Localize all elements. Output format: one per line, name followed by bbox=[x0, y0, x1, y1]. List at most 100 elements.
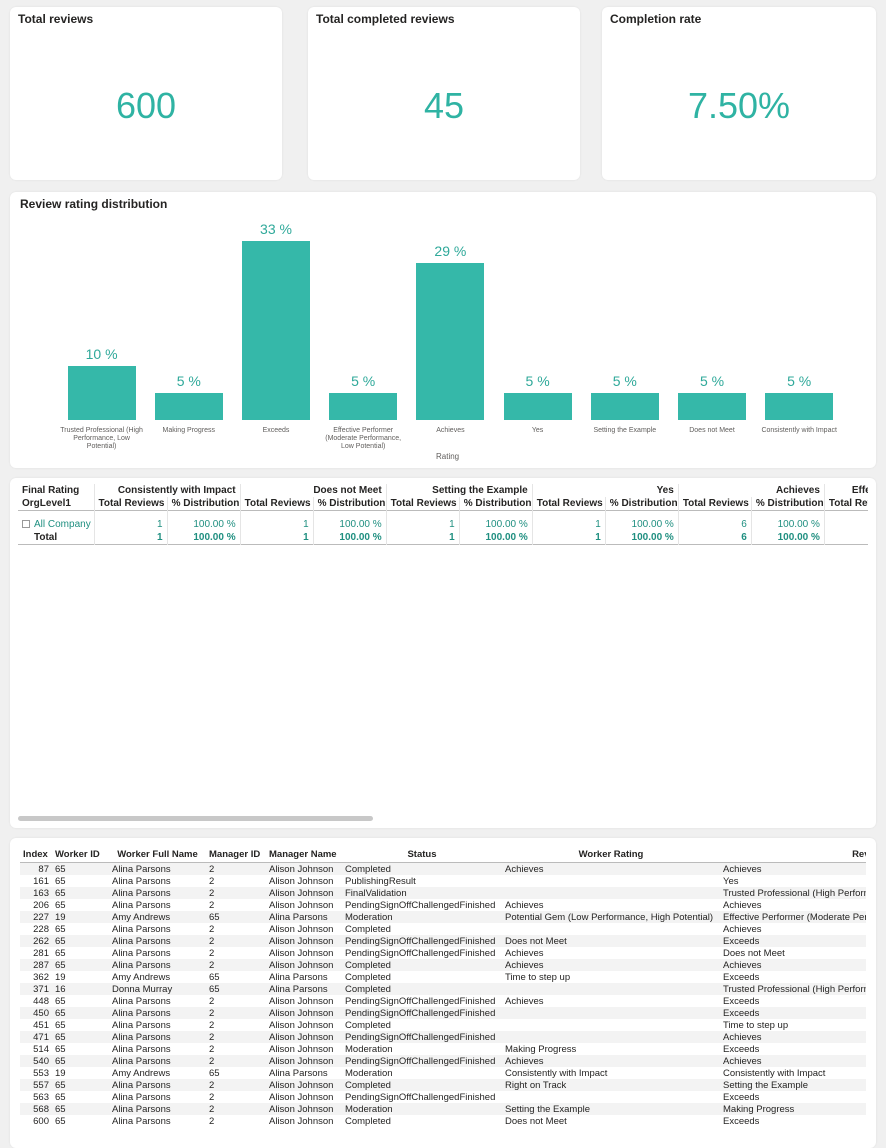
table-cell: Completed bbox=[345, 863, 391, 875]
table-row: 87 65 Alina Parsons 2 Alison Johnson Complete… bbox=[20, 862, 866, 875]
table-row: 553 19 Amy Andrews 65 Alina Parsons Moderatio… bbox=[20, 1067, 866, 1079]
table-cell: Alison Johnson bbox=[269, 1043, 334, 1055]
table-cell: Achieves bbox=[723, 923, 762, 935]
matrix-cell: 1 bbox=[240, 531, 314, 545]
table-cell: 65 bbox=[55, 1079, 66, 1091]
matrix-cell: 100.00 % bbox=[605, 531, 679, 545]
table-cell: Consistently with Impact bbox=[505, 1067, 608, 1079]
table-cell: 2 bbox=[209, 923, 215, 935]
table-cell: PendingSignOffChallengedFinished bbox=[345, 1007, 496, 1019]
table-cell: Does not Meet bbox=[505, 1115, 567, 1127]
column-header: Total Reviews bbox=[239, 497, 314, 511]
table-cell: 2 bbox=[209, 1103, 215, 1115]
table-cell: Alina Parsons bbox=[112, 1019, 171, 1031]
table-cell: Alison Johnson bbox=[269, 1031, 334, 1043]
table-row: 448 65 Alina Parsons 2 Alison Johnson Pending… bbox=[20, 995, 866, 1007]
table-row: 450 65 Alina Parsons 2 Alison Johnson Pending… bbox=[20, 1007, 866, 1019]
table-cell: PendingSignOffChallengedFinished bbox=[345, 1091, 496, 1103]
table-cell: Alina Parsons bbox=[112, 1103, 171, 1115]
table-row: 563 65 Alina Parsons 2 Alison Johnson Pending… bbox=[20, 1091, 866, 1103]
bar bbox=[154, 392, 223, 420]
table-row: 471 65 Alina Parsons 2 Alison Johnson Pending… bbox=[20, 1031, 866, 1043]
matrix-cell bbox=[824, 531, 868, 545]
table-row: 514 65 Alina Parsons 2 Alison Johnson Moderat… bbox=[20, 1043, 866, 1055]
table-cell: Alison Johnson bbox=[269, 1007, 334, 1019]
table-cell: 87 bbox=[38, 863, 49, 875]
data-label: 5 % bbox=[612, 372, 637, 389]
x-tick-label: Setting the Example bbox=[593, 427, 657, 434]
bar bbox=[590, 392, 659, 420]
matrix-cell: 1 bbox=[532, 531, 606, 545]
table-cell: Trusted Professional (High Performance, … bbox=[723, 983, 866, 995]
table-cell: Alison Johnson bbox=[269, 863, 334, 875]
table-cell: Moderation bbox=[345, 1103, 393, 1115]
table-row: 540 65 Alina Parsons 2 Alison Johnson Pending… bbox=[20, 1055, 866, 1067]
table-viewport: Index Worker ID Worker Full Name Manager ID… bbox=[20, 846, 866, 1127]
table-cell: 2 bbox=[209, 1043, 215, 1055]
matrix-cell: 6 bbox=[678, 531, 752, 545]
table-cell: Alina Parsons bbox=[112, 995, 171, 1007]
table-cell: Achieves bbox=[723, 899, 762, 911]
group-header: Effective bbox=[823, 484, 868, 497]
matrix-cell: 1 bbox=[532, 510, 606, 531]
table-cell: Alison Johnson bbox=[269, 1055, 334, 1067]
table-cell: Alison Johnson bbox=[269, 959, 334, 971]
x-tick-label: Trusted Professional (High Performance, … bbox=[60, 427, 143, 450]
table-cell: 557 bbox=[33, 1079, 49, 1091]
column-header: Total Reviews bbox=[823, 497, 868, 511]
table-cell: 2 bbox=[209, 995, 215, 1007]
table-cell: Exceeds bbox=[723, 1115, 760, 1127]
column-header: Index bbox=[23, 848, 48, 860]
column-header: % Distribution bbox=[604, 497, 679, 511]
card-title: Total reviews bbox=[18, 12, 94, 26]
group-header: Setting the Example bbox=[385, 484, 533, 497]
table-cell: Alina Parsons bbox=[112, 947, 171, 959]
table-cell: 65 bbox=[55, 959, 66, 971]
header-row: Final Rating Consistently with Impact Does… bbox=[18, 484, 868, 497]
kpi-card: Completion rate 7.50% bbox=[602, 7, 876, 180]
table-cell: Alina Parsons bbox=[112, 959, 171, 971]
table-cell: PendingSignOffChallengedFinished bbox=[345, 947, 496, 959]
table-cell: Completed bbox=[345, 971, 391, 983]
group-header: Consistently with Impact bbox=[93, 484, 241, 497]
data-table: Index Worker ID Worker Full Name Manager ID… bbox=[20, 846, 866, 1127]
table-head: Index Worker ID Worker Full Name Manager ID… bbox=[20, 846, 866, 863]
matrix-row: All Company 1 100.00 % 1 100.00 % 1 100.00 % 1 1… bbox=[18, 510, 868, 531]
table-cell: 2 bbox=[209, 1091, 215, 1103]
table-cell bbox=[502, 1031, 720, 1043]
column-header: Manager Name bbox=[269, 848, 337, 860]
group-header: Does not Meet bbox=[239, 484, 387, 497]
table-cell: Moderation bbox=[345, 911, 393, 923]
table-cell: PendingSignOffChallengedFinished bbox=[345, 995, 496, 1007]
bar bbox=[765, 392, 834, 420]
table-cell bbox=[502, 1007, 720, 1019]
table-cell: 65 bbox=[55, 935, 66, 947]
table-cell: Achieves bbox=[505, 1055, 544, 1067]
kpi-card: Total completed reviews 45 bbox=[308, 7, 580, 180]
table-row: 161 65 Alina Parsons 2 Alison Johnson Publish… bbox=[20, 875, 866, 887]
table-cell: Alina Parsons bbox=[112, 1115, 171, 1127]
scrollbar[interactable] bbox=[18, 816, 373, 821]
row-header: All Company bbox=[18, 510, 95, 531]
table-cell: 2 bbox=[209, 947, 215, 959]
table-cell: 65 bbox=[55, 863, 66, 875]
matrix-row: Total 1 100.00 % 1 100.00 % 1 100.00 % 1 100.00 … bbox=[18, 531, 868, 545]
table-cell: 362 bbox=[33, 971, 49, 983]
card-value: 600 bbox=[115, 85, 177, 126]
table-cell: Exceeds bbox=[723, 995, 760, 1007]
column-header: Total Reviews bbox=[385, 497, 460, 511]
table-cell: Alina Parsons bbox=[112, 899, 171, 911]
data-label: 5 % bbox=[699, 372, 725, 389]
table-cell: Alina Parsons bbox=[269, 983, 328, 995]
table-cell: 227 bbox=[33, 911, 49, 923]
data-label: 5 % bbox=[787, 372, 812, 389]
header-row: OrgLevel1 Total Reviews% Distribution Tota… bbox=[18, 497, 868, 511]
table-cell: Exceeds bbox=[723, 971, 760, 983]
corner-header: Final Rating bbox=[22, 485, 80, 496]
expand-icon[interactable] bbox=[22, 520, 30, 529]
matrix-cell: 1 bbox=[240, 510, 314, 531]
table-cell: Alina Parsons bbox=[112, 875, 171, 887]
table-cell: 2 bbox=[209, 887, 215, 899]
table-cell: 2 bbox=[209, 935, 215, 947]
card-title: Completion rate bbox=[610, 12, 702, 26]
